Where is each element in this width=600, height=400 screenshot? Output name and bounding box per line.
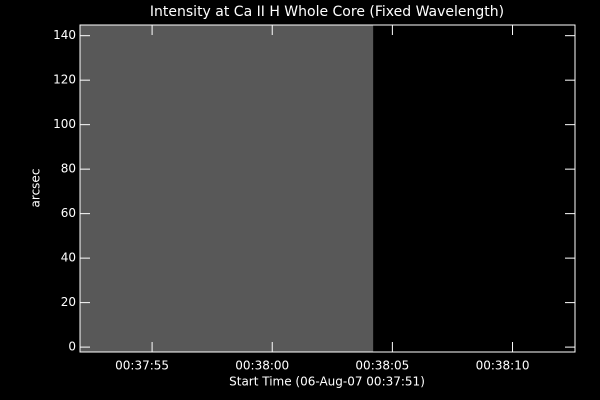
y-tick-label: 140 bbox=[53, 28, 76, 42]
y-tick-label: 100 bbox=[53, 117, 76, 131]
x-tick-label: 00:38:05 bbox=[355, 359, 409, 373]
y-axis-label: arcsec bbox=[29, 169, 43, 208]
x-axis-label: Start Time (06-Aug-07 00:37:51) bbox=[229, 375, 425, 389]
y-tick-label: 120 bbox=[53, 73, 76, 87]
y-tick-label: 80 bbox=[61, 162, 76, 176]
y-tick-label: 60 bbox=[61, 206, 76, 220]
x-tick-label: 00:38:00 bbox=[235, 359, 289, 373]
chart-title: Intensity at Ca II H Whole Core (Fixed W… bbox=[150, 4, 504, 20]
x-tick-label: 00:37:55 bbox=[115, 359, 169, 373]
y-tick-label: 20 bbox=[61, 295, 76, 309]
x-tick-label: 00:38:10 bbox=[476, 359, 530, 373]
plot-frame bbox=[79, 24, 576, 353]
y-tick-label: 40 bbox=[61, 251, 76, 265]
image-region bbox=[80, 25, 374, 352]
y-tick-label: 0 bbox=[68, 340, 76, 354]
